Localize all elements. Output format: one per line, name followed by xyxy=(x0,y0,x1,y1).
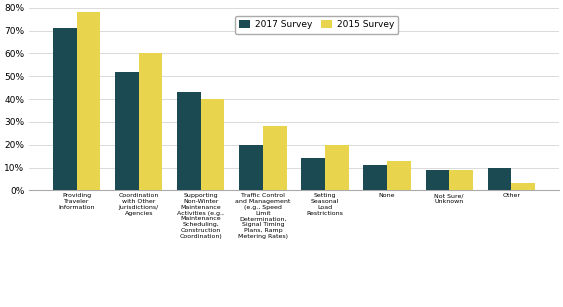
Bar xyxy=(263,126,287,190)
Bar xyxy=(449,170,473,190)
Bar xyxy=(139,53,163,190)
Bar xyxy=(364,165,387,190)
Legend: 2017 Survey, 2015 Survey: 2017 Survey, 2015 Survey xyxy=(235,16,399,34)
Bar xyxy=(239,145,263,190)
Bar xyxy=(201,99,225,190)
Bar xyxy=(426,170,449,190)
Bar xyxy=(488,168,511,190)
Bar xyxy=(325,145,348,190)
Bar xyxy=(511,184,535,190)
Bar xyxy=(387,161,410,190)
Bar xyxy=(177,92,201,190)
Bar xyxy=(115,72,139,190)
Bar xyxy=(301,158,325,190)
Bar xyxy=(77,12,100,190)
Bar xyxy=(53,28,77,190)
